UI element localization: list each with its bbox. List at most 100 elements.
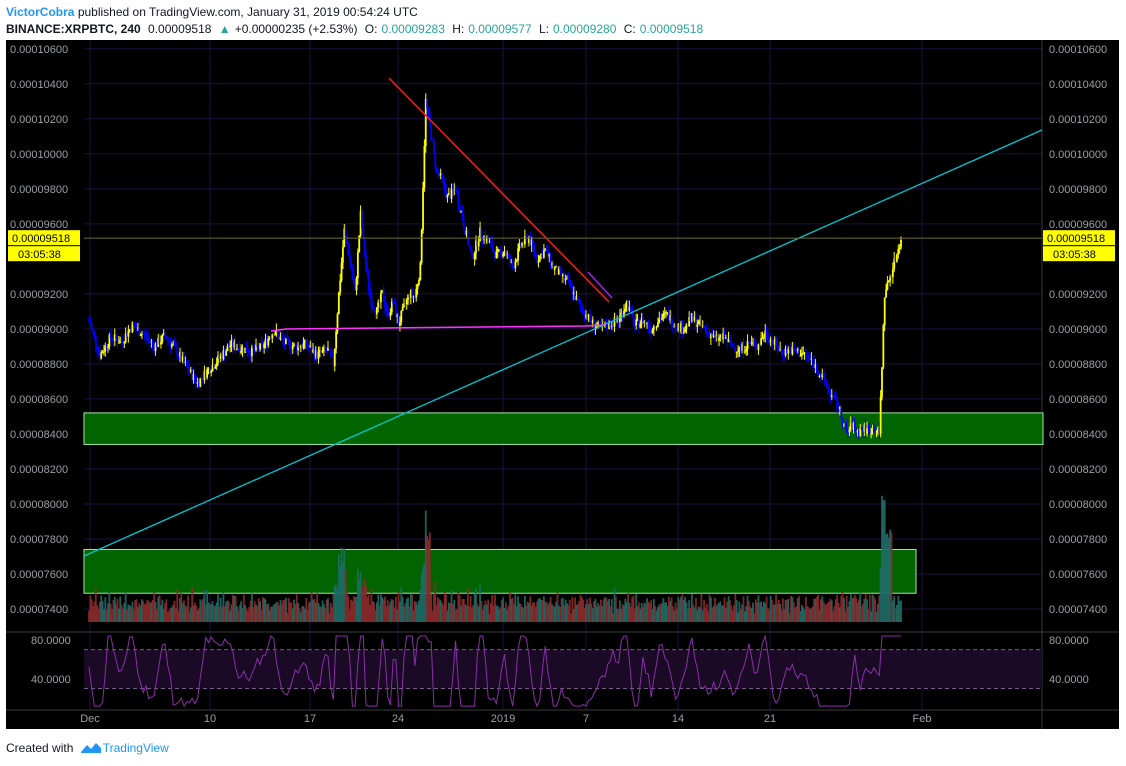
volume-bar bbox=[716, 603, 719, 622]
volume-bar bbox=[528, 603, 530, 622]
volume-bar bbox=[775, 594, 777, 622]
price-tag-left: 0.00009518 bbox=[12, 233, 70, 245]
volume-bar bbox=[192, 605, 195, 622]
candle-body bbox=[567, 278, 570, 280]
candle-body bbox=[712, 334, 715, 338]
candle-body bbox=[627, 301, 629, 311]
volume-bar bbox=[610, 599, 613, 622]
candle-body bbox=[344, 228, 347, 236]
volume-bar bbox=[430, 594, 433, 622]
volume-bar bbox=[283, 599, 286, 622]
price-chart[interactable]: 0.00010600 0.00010600 0.00010400 0.00010400… bbox=[6, 40, 1119, 729]
volume-bar bbox=[142, 601, 145, 622]
volume-bar bbox=[821, 596, 824, 622]
price-tick-left: 0.00008000 bbox=[10, 499, 68, 511]
candle-body bbox=[563, 274, 566, 281]
volume-bar bbox=[689, 607, 692, 622]
volume-bar bbox=[88, 610, 90, 622]
candle-body bbox=[328, 347, 331, 349]
volume-bar bbox=[507, 606, 510, 622]
candle-body bbox=[582, 308, 585, 314]
volume-bar bbox=[363, 578, 366, 622]
candle-body bbox=[591, 319, 594, 324]
volume-bar bbox=[237, 610, 240, 622]
volume-bar bbox=[305, 597, 308, 622]
volume-bar bbox=[790, 595, 792, 622]
candle-body bbox=[536, 254, 538, 263]
candle-body bbox=[460, 211, 462, 213]
volume-bar bbox=[378, 605, 381, 622]
rsi-tick-80: 80.0000 bbox=[31, 635, 71, 647]
volume-bar bbox=[198, 608, 200, 622]
volume-bar bbox=[488, 613, 491, 622]
chart-frame[interactable]: 0.00010600 0.00010600 0.00010400 0.00010400… bbox=[6, 40, 1119, 729]
candle-body bbox=[177, 355, 180, 357]
candle-body bbox=[896, 254, 898, 262]
candle-body bbox=[488, 241, 491, 243]
candle-body bbox=[633, 324, 636, 326]
candle-body bbox=[708, 332, 711, 339]
countdown-label: 03:05:38 bbox=[18, 249, 61, 261]
candle-body bbox=[241, 347, 244, 351]
candle-body bbox=[791, 346, 794, 355]
candle-body bbox=[819, 375, 822, 377]
candle-body bbox=[126, 333, 128, 337]
volume-bar bbox=[894, 608, 897, 622]
candle-body bbox=[776, 344, 779, 350]
volume-bar bbox=[227, 601, 230, 622]
volume-bar bbox=[748, 600, 750, 622]
candle-body bbox=[389, 312, 392, 317]
candle-body bbox=[439, 172, 442, 176]
candle-body bbox=[170, 344, 173, 347]
support-zone bbox=[83, 412, 1044, 445]
candle-body bbox=[274, 333, 276, 336]
volume-bar bbox=[874, 599, 877, 622]
volume-bar bbox=[662, 598, 665, 622]
candle-body bbox=[767, 337, 769, 341]
descending-trendline bbox=[388, 77, 610, 303]
candle-body bbox=[187, 366, 190, 371]
volume-bar bbox=[332, 594, 335, 622]
volume-bar bbox=[794, 607, 796, 622]
volume-bar bbox=[711, 607, 714, 622]
candle-body bbox=[437, 169, 439, 173]
volume-bar bbox=[450, 590, 453, 622]
candle-body bbox=[866, 427, 868, 434]
candle-body bbox=[465, 230, 468, 235]
candle-body bbox=[226, 345, 229, 351]
volume-bar bbox=[838, 607, 841, 622]
candle-body bbox=[175, 344, 177, 347]
volume-bar bbox=[834, 599, 837, 622]
volume-bar bbox=[787, 598, 790, 622]
volume-bar bbox=[329, 603, 332, 622]
volume-bar bbox=[863, 598, 866, 622]
candle-body bbox=[407, 294, 409, 300]
volume-bar bbox=[684, 596, 687, 622]
candle-body bbox=[575, 296, 578, 301]
candle-body bbox=[526, 237, 529, 244]
price-tick-right: 0.00009800 bbox=[1049, 184, 1107, 196]
volume-bar bbox=[411, 594, 414, 622]
volume-bar bbox=[297, 603, 300, 622]
volume-bar bbox=[621, 603, 624, 622]
volume-bar bbox=[168, 610, 171, 622]
candle-body bbox=[544, 248, 547, 251]
candle-body bbox=[484, 236, 487, 242]
candle-body bbox=[280, 336, 283, 338]
candle-body bbox=[230, 340, 233, 346]
candle-body bbox=[200, 378, 203, 380]
candle-body bbox=[673, 326, 676, 328]
candle-body bbox=[887, 280, 890, 283]
candle-body bbox=[317, 351, 320, 359]
candle-body bbox=[454, 189, 457, 193]
tradingview-link[interactable]: TradingView bbox=[102, 741, 169, 755]
candle-body bbox=[589, 313, 591, 321]
volume-bar bbox=[175, 607, 177, 622]
author-link[interactable]: VictorCobra bbox=[6, 5, 75, 19]
candle-body bbox=[511, 261, 514, 268]
candle-body bbox=[176, 346, 179, 356]
candle-body bbox=[263, 343, 266, 349]
volume-bar bbox=[798, 596, 801, 622]
candle-body bbox=[270, 337, 272, 339]
volume-bar bbox=[760, 601, 763, 622]
